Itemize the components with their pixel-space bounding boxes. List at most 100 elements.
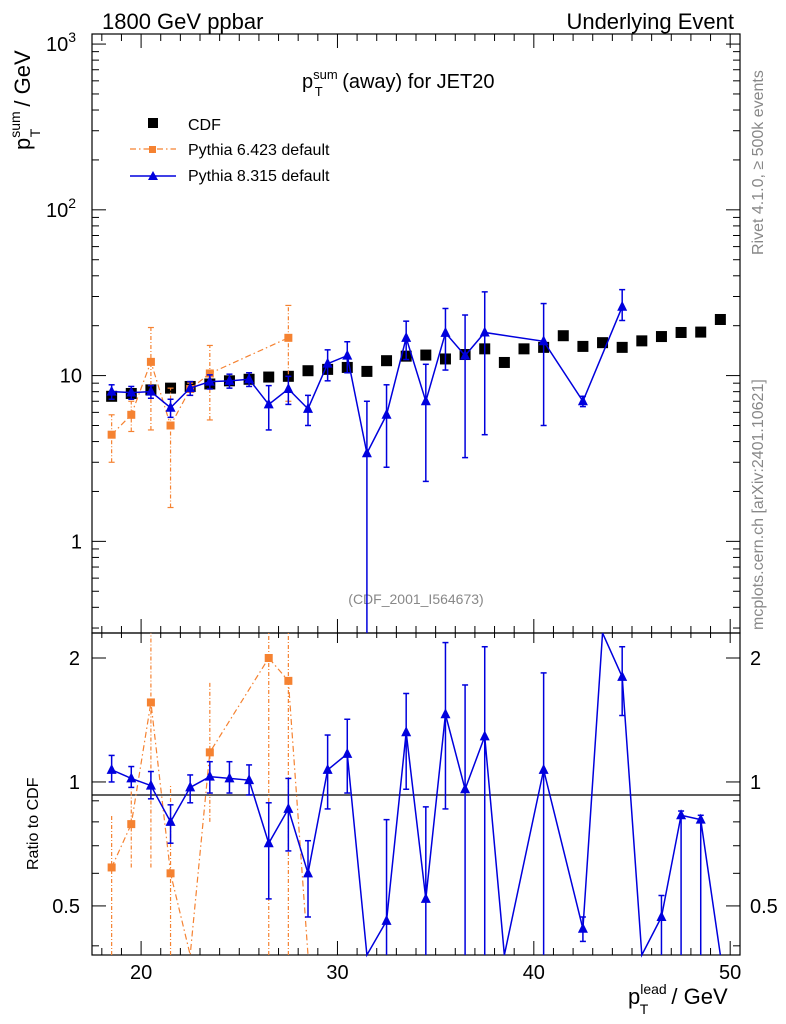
ratio-pythia8-point (224, 772, 235, 783)
legend-marker-pythia6 (149, 146, 156, 153)
ratio-pythia6-point (284, 676, 293, 685)
pythia8-point (185, 382, 196, 393)
ratio-panel-frame (91, 632, 741, 956)
ratio-tick-label-right: 1 (750, 772, 761, 794)
x-tick-label: 50 (719, 962, 741, 984)
y-tick-label: 103 (46, 29, 76, 56)
rivet-version-text: Rivet 4.1.0, ≥ 500k events (750, 70, 767, 255)
ratio-pythia8-point (283, 802, 294, 813)
analysis-watermark: (CDF_2001_I564673) (348, 591, 483, 607)
ratio-pythia8-point (322, 763, 333, 774)
pythia8-point (479, 326, 490, 337)
y-axis-label: psum T / GeV (7, 50, 43, 150)
cdf-point (675, 326, 687, 338)
ratio-pythia8-point (676, 809, 687, 820)
ratio-pythia6-point (146, 698, 155, 707)
cdf-point (263, 371, 275, 383)
ratio-pythia6-point (127, 820, 136, 829)
ratio-pythia8-point (244, 774, 255, 785)
pythia8-point (342, 349, 353, 360)
cdf-point (498, 356, 510, 368)
x-axis-label: plead T / GeV (628, 981, 728, 1017)
cdf-point (557, 330, 569, 342)
legend-label-pythia8: Pythia 8.315 default (188, 168, 330, 185)
ratio-pythia8-point (185, 781, 196, 792)
pythia8-point (165, 401, 176, 412)
ratio-pythia8-point (381, 914, 392, 925)
legend-label-cdf: CDF (188, 117, 221, 134)
axes-layer: 20 30 40 50 1 10 102 103 0.5 0.5 1 1 2 2 (46, 29, 778, 984)
ratio-pythia8-point (617, 670, 628, 681)
pythia8-point (420, 395, 431, 406)
pythia6-point (205, 369, 214, 378)
ratio-pythia8-point (538, 763, 549, 774)
ratio-pythia8-point (145, 779, 156, 790)
cdf-point (420, 349, 432, 361)
ratio-tick-label-left: 1 (69, 772, 80, 794)
pythia8-point (106, 385, 117, 396)
pythia8-point (617, 300, 628, 311)
ratio-pythia8-point (695, 813, 706, 824)
pythia8-point (401, 331, 412, 342)
pythia8-point (303, 402, 313, 413)
cdf-point (616, 341, 628, 353)
x-tick-label: 40 (523, 962, 545, 984)
pythia8-point (440, 326, 451, 337)
ratio-pythia8-point (303, 867, 313, 878)
legend-marker-cdf (148, 118, 158, 128)
ratio-tick-label-left: 2 (69, 648, 80, 670)
pythia8-point (538, 335, 549, 346)
cdf-point (518, 343, 530, 355)
chart-title: psum T (away) for JET20 (302, 67, 494, 99)
pythia8-point (283, 383, 294, 394)
legend-label-pythia6: Pythia 6.423 default (188, 142, 330, 159)
x-tick-label: 20 (130, 962, 152, 984)
pythia8-point (577, 395, 588, 406)
ratio-y-axis-label: Ratio to CDF (25, 777, 42, 870)
cdf-point (655, 331, 667, 343)
ratio-pythia8-point (106, 763, 117, 774)
cdf-point (361, 365, 373, 377)
ratio-tick-label-right: 0.5 (750, 896, 778, 918)
ratio-pythia6-point (205, 748, 214, 757)
ratio-pythia6-point (166, 869, 175, 878)
pythia6-point (107, 430, 116, 439)
pythia6-point (284, 333, 293, 342)
pythia8-point (460, 349, 471, 360)
cdf-point (381, 355, 393, 367)
y-tick-label: 10 (60, 366, 82, 388)
header-right: Underlying Event (566, 9, 734, 34)
cdf-point (577, 340, 589, 352)
pythia8-point (361, 447, 372, 458)
header-left: 1800 GeV ppbar (102, 9, 263, 34)
ratio-pythia6-line (111, 656, 309, 956)
pythia8-point (224, 374, 235, 385)
cdf-point (695, 326, 707, 338)
ratio-pythia8-point (577, 922, 588, 933)
pythia6-point (166, 421, 175, 430)
pythia8-point (126, 386, 137, 397)
pythia6-point (146, 357, 155, 366)
ratio-pythia8-point (401, 726, 412, 737)
ratio-pythia8-point (420, 892, 431, 903)
legend: CDF Pythia 6.423 default Pythia 8.315 de… (130, 117, 330, 185)
ratio-pythia8-point (440, 708, 451, 719)
ratio-pythia8-point (165, 815, 176, 826)
ratio-pythia6-point (264, 653, 273, 662)
cdf-point (714, 313, 726, 325)
pythia8-point (263, 398, 274, 409)
ratio-pythia8-point (263, 837, 274, 848)
data-layer (106, 288, 726, 958)
pythia8-point (381, 408, 392, 419)
mcplots-text: mcplots.cern.ch [arXiv:2401.10621] (750, 379, 767, 630)
ratio-tick-label-right: 2 (750, 648, 761, 670)
cdf-point (636, 335, 648, 347)
ratio-pythia8-point (342, 747, 353, 758)
pythia8-point (204, 375, 215, 386)
pythia8-point (322, 357, 333, 368)
pythia8-point (244, 373, 255, 384)
ratio-pythia8-point (479, 730, 490, 741)
cdf-point (597, 337, 609, 349)
ratio-pythia8-point (204, 770, 215, 781)
